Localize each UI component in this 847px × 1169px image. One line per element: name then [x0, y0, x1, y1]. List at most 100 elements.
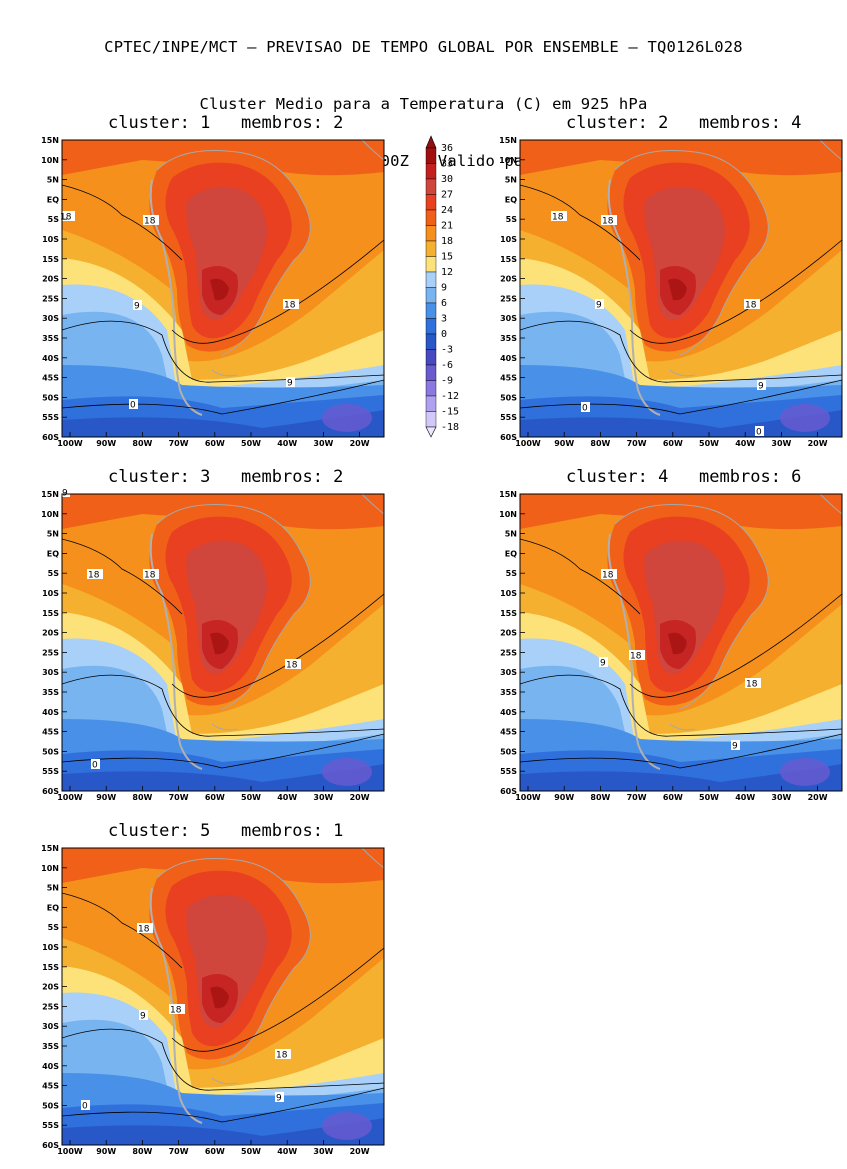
lon-label: 90W	[96, 1147, 116, 1156]
lat-label: 30S	[500, 668, 517, 677]
header-line-2: Cluster Medio para a Temperatura (C) em …	[199, 95, 648, 113]
map-panel-2: 18 18 9 18 9 0 0 15N 10N 5N EQ 5S 10S 15S 20S 25S 30S 35S…	[499, 136, 843, 448]
lat-label: 20S	[500, 275, 517, 284]
colorbar-label: 33	[441, 159, 453, 170]
lon-label: 50W	[241, 439, 261, 448]
lon-label: 80W	[132, 439, 152, 448]
lat-label: 15S	[500, 609, 517, 618]
lat-label: 35S	[42, 1042, 59, 1051]
map-panel-5: 18 18 9 18 9 0 15N 10N 5N EQ 5S 10S 15S 20S 25S 30S 35S 4…	[41, 844, 385, 1156]
svg-text:0: 0	[582, 404, 588, 414]
svg-text:18: 18	[745, 301, 757, 311]
lat-label: 10S	[42, 235, 59, 244]
svg-text:18: 18	[602, 571, 614, 581]
lat-label: 35S	[500, 688, 517, 697]
colorbar-swatch	[425, 349, 437, 366]
colorbar-swatch	[425, 240, 437, 257]
colorbar-label: 0	[441, 329, 447, 340]
lon-label: 20W	[350, 1147, 370, 1156]
contour-label: 18	[601, 569, 617, 581]
lat-label: 60S	[42, 787, 59, 796]
lon-label: 80W	[132, 793, 152, 802]
panel-title: cluster: 2 membros: 4	[566, 113, 802, 133]
colorbar-label: -9	[441, 376, 453, 387]
panel-title: cluster: 3 membros: 2	[108, 467, 344, 487]
lat-label: 10S	[42, 943, 59, 952]
svg-text:9: 9	[134, 302, 140, 312]
map-frame	[519, 139, 843, 438]
lat-label: 20S	[42, 275, 59, 284]
svg-text:9: 9	[600, 659, 606, 669]
contour-label: 9	[286, 377, 295, 389]
lat-label: 15S	[500, 255, 517, 264]
lat-label: 55S	[42, 413, 59, 422]
lon-label: 20W	[808, 439, 828, 448]
lon-label: 60W	[205, 793, 225, 802]
lat-label: 40S	[500, 354, 517, 363]
contour-label: 18	[744, 299, 760, 311]
colorbar-label: 3	[441, 314, 447, 325]
lat-label: 30S	[42, 668, 59, 677]
svg-text:0: 0	[756, 428, 762, 438]
colorbar-swatch	[425, 194, 437, 211]
lon-label: 40W	[735, 793, 755, 802]
lon-label: 80W	[590, 793, 610, 802]
colorbar-swatch	[425, 271, 437, 288]
colorbar-label: 18	[441, 236, 453, 247]
colorbar-label: -12	[441, 391, 459, 402]
lon-label: 50W	[699, 439, 719, 448]
lat-label: 30S	[42, 1022, 59, 1031]
lat-label: 45S	[500, 374, 517, 383]
contour-label: 9	[139, 1010, 148, 1022]
colorbar-label: -18	[441, 422, 459, 433]
svg-text:18: 18	[552, 213, 564, 223]
lat-label: 10S	[500, 235, 517, 244]
svg-text:18: 18	[138, 925, 150, 935]
colorbar-label: -15	[441, 407, 459, 418]
colorbar-swatch	[425, 411, 437, 428]
contour-label: 18	[745, 678, 761, 690]
svg-text:9: 9	[596, 301, 602, 311]
lat-label: 5S	[506, 569, 518, 578]
lat-label: 25S	[500, 294, 517, 303]
colorbar-swatch	[425, 380, 437, 397]
contour-label: 9	[133, 300, 142, 312]
lat-label: 15S	[42, 255, 59, 264]
svg-text:18: 18	[144, 217, 156, 227]
lon-label: 20W	[808, 793, 828, 802]
lat-label: 10N	[41, 864, 59, 873]
map-frame	[519, 493, 843, 792]
colorbar-bottom-arrow	[425, 426, 437, 438]
lon-label: 20W	[350, 439, 370, 448]
colorbar-swatch	[425, 333, 437, 350]
lon-label: 40W	[277, 793, 297, 802]
svg-text:9: 9	[140, 1012, 146, 1022]
lat-label: 15S	[42, 609, 59, 618]
panel-title: cluster: 4 membros: 6	[566, 467, 802, 487]
svg-text:18: 18	[144, 571, 156, 581]
lat-label: 50S	[500, 747, 517, 756]
lon-label: 90W	[96, 439, 116, 448]
panel-title: cluster: 1 membros: 2	[108, 113, 344, 133]
lat-label: 20S	[42, 983, 59, 992]
lon-label: 50W	[699, 793, 719, 802]
contour-label: 18	[87, 569, 103, 581]
lat-label: 15N	[41, 136, 59, 145]
lon-label: 60W	[205, 439, 225, 448]
map-frame	[61, 139, 385, 438]
svg-text:18: 18	[284, 301, 296, 311]
contour-label: 18	[143, 569, 159, 581]
lon-label: 100W	[57, 1147, 83, 1156]
lat-label: 40S	[500, 708, 517, 717]
lat-label: 50S	[42, 747, 59, 756]
contour-label: 18	[285, 659, 301, 671]
colorbar-swatch	[425, 163, 437, 180]
colorbar-label: 6	[441, 298, 447, 309]
lat-label: 15N	[499, 490, 517, 499]
lon-label: 90W	[554, 793, 574, 802]
lat-label: 50S	[42, 393, 59, 402]
contour-label: 9	[275, 1092, 284, 1104]
colorbar-label: 21	[441, 221, 453, 232]
lat-label: 10N	[499, 156, 517, 165]
lat-label: 10N	[41, 156, 59, 165]
